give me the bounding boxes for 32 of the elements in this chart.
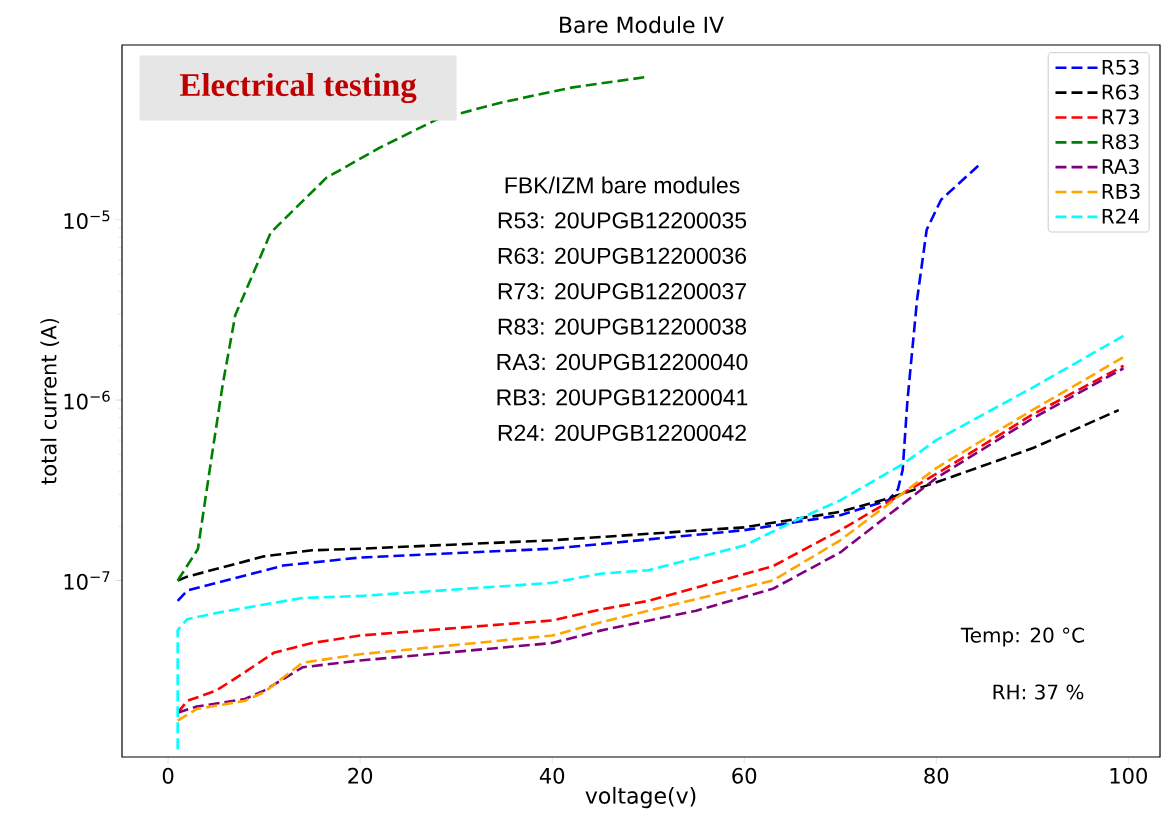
legend-label: RB3 xyxy=(1102,183,1140,199)
legend-label: RA3 xyxy=(1102,159,1139,175)
annotation: RH: 37 % xyxy=(993,684,1084,700)
annotation: FBK/IZM bare modules xyxy=(505,176,740,194)
x-tick-label: 60 xyxy=(732,767,757,784)
y-axis-title: total current (A) xyxy=(40,318,60,485)
y-tick-label: 10$^{−5}$ xyxy=(64,210,110,229)
chart-title: Bare Module IV xyxy=(560,16,724,34)
annotation: R83: 20UPGB12200038 xyxy=(498,318,747,335)
annotation: R63: 20UPGB12200036 xyxy=(498,247,747,264)
x-tick-label: 100 xyxy=(1110,767,1147,784)
legend-label: R24 xyxy=(1102,208,1140,224)
x-axis-title: voltage(v) xyxy=(585,786,696,809)
x-tick-label: 40 xyxy=(539,767,565,784)
line-series xyxy=(176,408,1121,582)
y-tick-label: 10$^{−7}$ xyxy=(64,571,110,590)
annotation: RA3: 20UPGB12200040 xyxy=(497,353,748,371)
x-tick-label: 0 xyxy=(162,767,174,784)
annotation: R53: 20UPGB12200035 xyxy=(498,212,747,229)
annotation: Temp: 20 °C xyxy=(960,627,1085,647)
legend-label: R63 xyxy=(1102,84,1139,100)
annotation: R24: 20UPGB12200042 xyxy=(498,424,746,441)
annotation: Electrical testing xyxy=(179,72,417,104)
legend-label: R53 xyxy=(1102,59,1139,75)
annotation: R73: 20UPGB12200037 xyxy=(498,283,746,300)
x-tick-label: 80 xyxy=(924,767,949,784)
y-tick-label: 10$^{−6}$ xyxy=(64,390,110,410)
annotation: RB3: 20UPGB12200041 xyxy=(497,389,748,406)
legend-label: R83 xyxy=(1102,134,1139,150)
line-series xyxy=(176,163,981,603)
x-tick-label: 20 xyxy=(348,767,373,784)
legend-label: R73 xyxy=(1102,109,1139,125)
